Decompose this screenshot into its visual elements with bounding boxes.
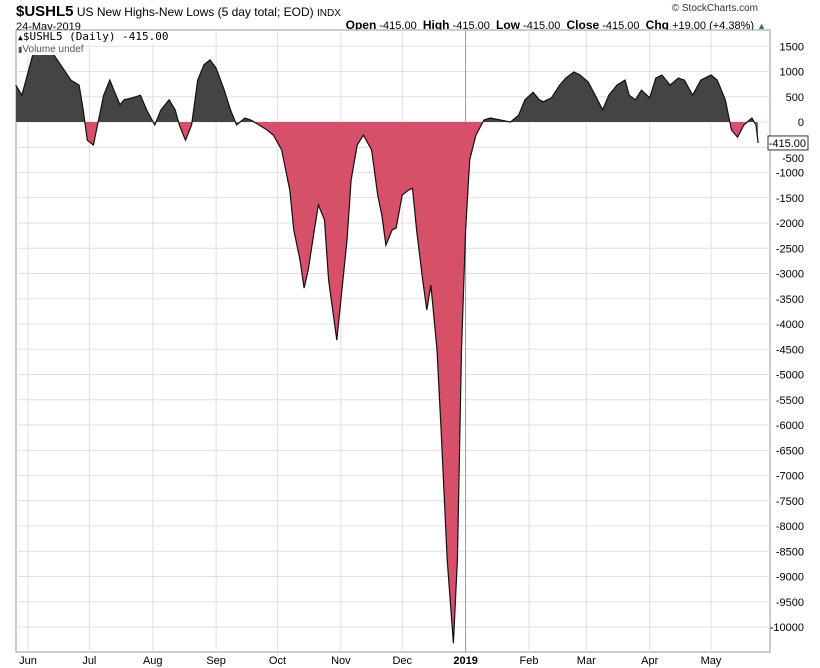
ohlc-summary: Open -415.00 High -415.00 Low -415.00 Cl… bbox=[346, 19, 766, 33]
legend-volume-text: Volume undef bbox=[22, 44, 84, 55]
x-tick-label: Dec bbox=[392, 655, 412, 667]
y-tick-label: 0 bbox=[798, 117, 804, 129]
high-label: High bbox=[422, 18, 450, 32]
y-tick-label: -10000 bbox=[770, 622, 804, 634]
last-value-label: -415.00 bbox=[769, 138, 806, 150]
y-tick-label: -4500 bbox=[776, 344, 804, 356]
open-value: -415.00 bbox=[379, 20, 417, 32]
x-tick-label: May bbox=[701, 655, 722, 667]
x-tick-label: Sep bbox=[206, 655, 226, 667]
y-tick-label: 500 bbox=[786, 92, 804, 104]
y-tick-label: -5000 bbox=[776, 370, 804, 382]
y-tick-label: -3000 bbox=[776, 269, 804, 281]
x-tick-label: Feb bbox=[520, 655, 539, 667]
low-value: -415.00 bbox=[523, 20, 561, 32]
symbol-name: US New Highs-New Lows (5 day total; EOD) bbox=[76, 5, 314, 19]
y-tick-label: -9000 bbox=[776, 572, 804, 584]
y-tick-label: -9500 bbox=[776, 597, 804, 609]
y-tick-label: -2000 bbox=[776, 218, 804, 230]
legend-volume: ▮Volume undef bbox=[18, 44, 84, 55]
last-value-box bbox=[767, 135, 809, 151]
close-value: -415.00 bbox=[602, 20, 640, 32]
y-tick-label: -2500 bbox=[776, 243, 804, 255]
y-tick-label: -500 bbox=[782, 153, 804, 165]
legend-series-text: $USHL5 (Daily) -415.00 bbox=[22, 30, 169, 43]
x-tick-label: Oct bbox=[269, 655, 286, 667]
y-tick-label: -7000 bbox=[776, 471, 804, 483]
y-tick-label: -7500 bbox=[776, 496, 804, 508]
y-tick-label: -4000 bbox=[776, 319, 804, 331]
brand-watermark: © StockCharts.com bbox=[671, 3, 758, 14]
y-tick-label: -1500 bbox=[776, 193, 804, 205]
x-tick-label: Mar bbox=[577, 655, 596, 667]
symbol: $USHL5 bbox=[16, 3, 74, 20]
area-chart-icon: ▲ bbox=[18, 33, 23, 42]
chart-title: $USHL5 US New Highs-New Lows (5 day tota… bbox=[16, 3, 341, 22]
exchange: INDX bbox=[316, 8, 341, 19]
positive-area bbox=[16, 49, 759, 122]
x-tick-label: Nov bbox=[331, 655, 351, 667]
y-tick-label: -8000 bbox=[776, 521, 804, 533]
high-value: -415.00 bbox=[452, 20, 490, 32]
y-tick-label: 1000 bbox=[780, 67, 804, 79]
volume-bars-icon: ▮ bbox=[18, 45, 23, 54]
series-line bbox=[15, 49, 759, 644]
low-label: Low bbox=[495, 18, 520, 32]
chg-label: Chg bbox=[645, 18, 669, 32]
y-tick-label: 1500 bbox=[780, 41, 804, 53]
x-tick-label: Aug bbox=[143, 655, 163, 667]
x-tick-label: Jul bbox=[82, 655, 96, 667]
y-tick-label: -1000 bbox=[776, 168, 804, 180]
x-tick-label: Apr bbox=[641, 655, 658, 667]
open-label: Open bbox=[345, 18, 377, 32]
legend-series: ▲$USHL5 (Daily) -415.00 bbox=[18, 31, 169, 44]
chg-value: +19.00 (+4.38%) bbox=[672, 20, 755, 32]
y-tick-label: -6000 bbox=[776, 420, 804, 432]
close-label: Close bbox=[566, 18, 600, 32]
y-tick-label: -6500 bbox=[776, 445, 804, 457]
up-arrow-icon: ▲ bbox=[757, 21, 766, 31]
y-tick-label: -3500 bbox=[776, 294, 804, 306]
y-tick-label: -5500 bbox=[776, 395, 804, 407]
x-tick-label: 2019 bbox=[453, 655, 477, 667]
x-tick-label: Jun bbox=[19, 655, 37, 667]
y-tick-label: -8500 bbox=[776, 546, 804, 558]
negative-area bbox=[16, 122, 759, 644]
